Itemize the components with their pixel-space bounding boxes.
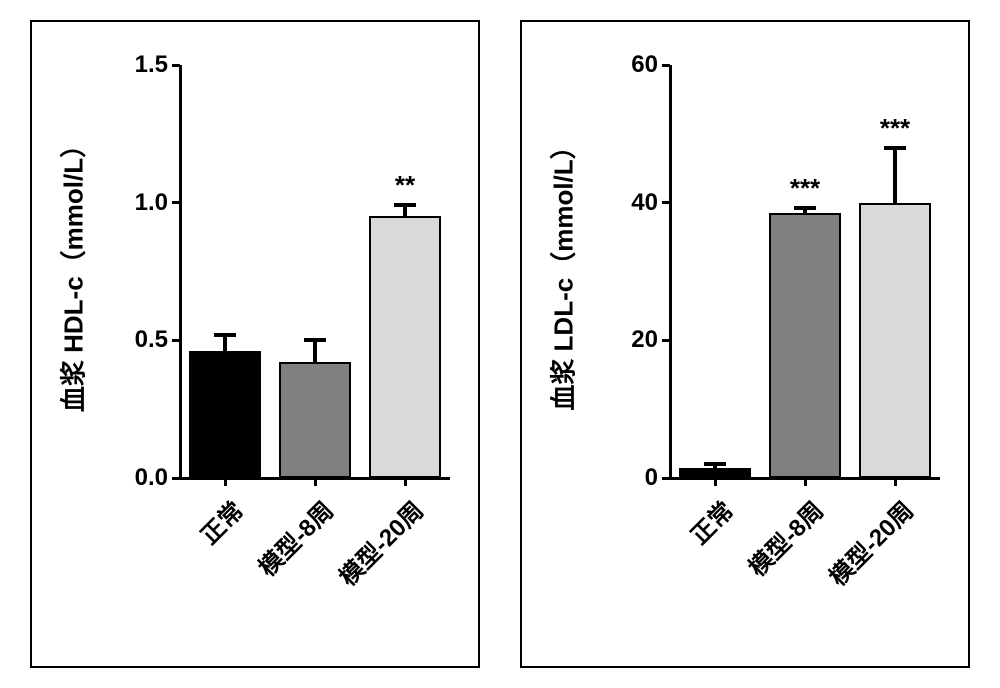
y-tick-label: 40 bbox=[631, 189, 658, 217]
error-bar bbox=[223, 335, 227, 352]
y-tick bbox=[172, 477, 180, 480]
x-tick bbox=[314, 478, 317, 486]
y-tick-label: 0.0 bbox=[135, 464, 168, 492]
bar bbox=[369, 216, 441, 478]
error-cap bbox=[794, 206, 816, 210]
significance-label: *** bbox=[880, 113, 910, 144]
x-tick bbox=[804, 478, 807, 486]
error-cap bbox=[704, 462, 726, 466]
error-cap bbox=[304, 338, 326, 342]
y-axis-label: 血浆 HDL-c（mmol/L） bbox=[54, 131, 91, 411]
bar bbox=[679, 468, 751, 478]
bar bbox=[769, 213, 841, 478]
significance-label: *** bbox=[790, 173, 820, 204]
y-tick-label: 1.5 bbox=[135, 51, 168, 79]
y-axis-label: 血浆 LDL-c（mmol/L） bbox=[544, 133, 581, 410]
chart-panel: 0.00.51.01.5正常模型-8周模型-20周** 血浆 HDL-c（mmol… bbox=[30, 20, 480, 668]
error-bar bbox=[893, 148, 897, 203]
y-tick-label: 60 bbox=[631, 51, 658, 79]
y-tick-label: 1.0 bbox=[135, 189, 168, 217]
bar bbox=[189, 351, 261, 478]
y-axis bbox=[669, 65, 672, 480]
x-tick bbox=[894, 478, 897, 486]
x-tick bbox=[224, 478, 227, 486]
y-tick bbox=[662, 477, 670, 480]
significance-label: ** bbox=[395, 170, 415, 201]
bar bbox=[279, 362, 351, 478]
bar bbox=[859, 203, 931, 478]
y-tick-label: 0 bbox=[645, 464, 658, 492]
y-tick bbox=[662, 64, 670, 67]
x-tick bbox=[404, 478, 407, 486]
plot-area: 0.00.51.01.5正常模型-8周模型-20周** bbox=[180, 65, 450, 478]
y-tick bbox=[662, 201, 670, 204]
y-tick bbox=[172, 201, 180, 204]
plot-area: 0204060正常模型-8周***模型-20周*** bbox=[670, 65, 940, 478]
error-cap bbox=[214, 333, 236, 337]
error-cap bbox=[884, 146, 906, 150]
chart-panel: 0204060正常模型-8周***模型-20周*** 血浆 LDL-c（mmol/… bbox=[520, 20, 970, 668]
y-tick bbox=[172, 64, 180, 67]
error-cap bbox=[394, 203, 416, 207]
y-tick bbox=[172, 339, 180, 342]
y-tick-label: 20 bbox=[631, 326, 658, 354]
y-tick bbox=[662, 339, 670, 342]
y-tick-label: 0.5 bbox=[135, 326, 168, 354]
x-tick bbox=[714, 478, 717, 486]
y-axis bbox=[179, 65, 182, 480]
error-bar bbox=[313, 340, 317, 362]
